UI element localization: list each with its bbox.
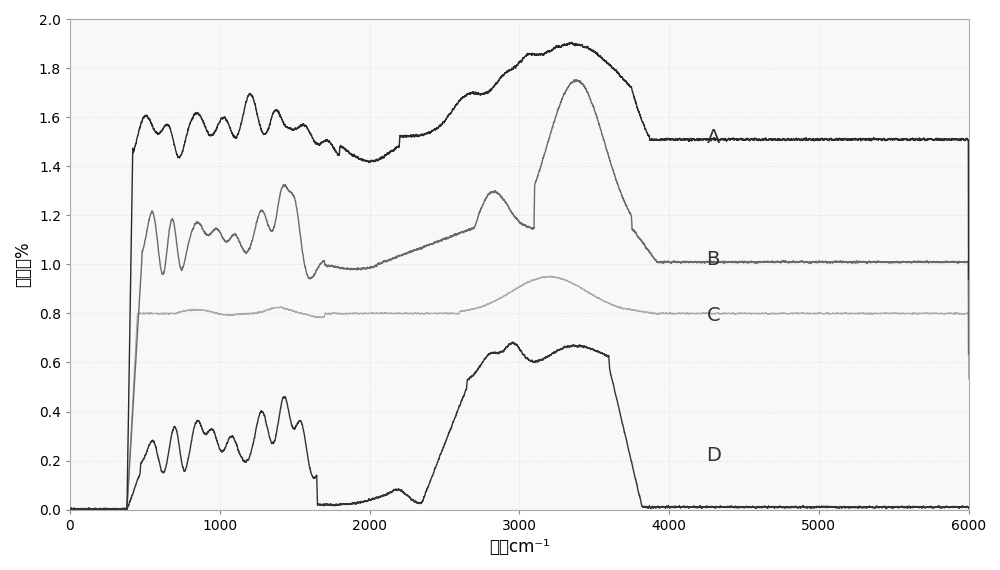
Text: D: D	[706, 446, 721, 465]
X-axis label: 波数cm⁻¹: 波数cm⁻¹	[489, 538, 550, 556]
Y-axis label: 透光率%: 透光率%	[14, 242, 32, 287]
Text: C: C	[706, 307, 720, 325]
Text: B: B	[706, 250, 720, 269]
Text: A: A	[706, 128, 720, 146]
